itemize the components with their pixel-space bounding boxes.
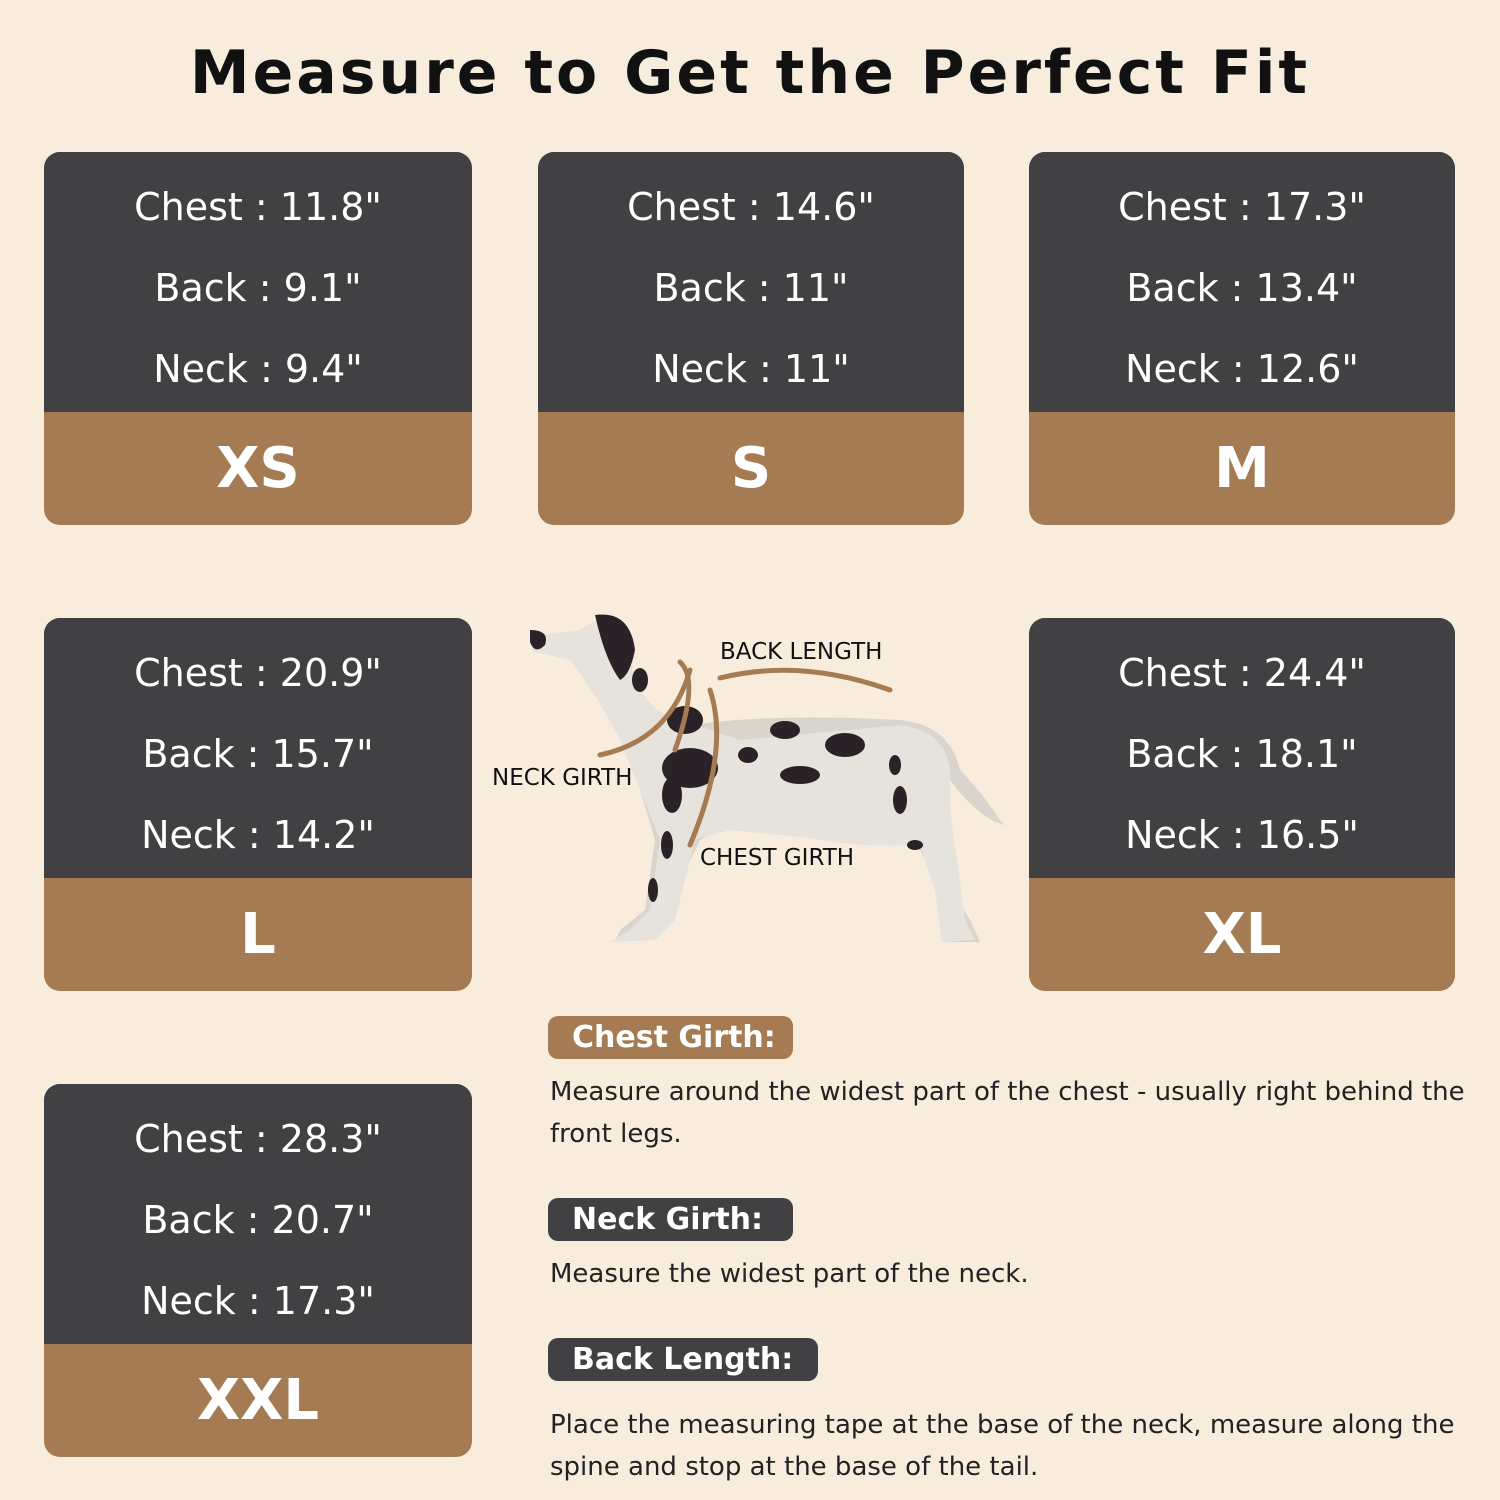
chest-value: Chest : 24.4" [1118, 651, 1366, 695]
chest-value: Chest : 11.8" [134, 185, 382, 229]
size-label: XXL [196, 1368, 320, 1433]
chest-value: Chest : 28.3" [134, 1117, 382, 1161]
size-label: S [730, 436, 772, 501]
measurements-panel [538, 152, 964, 412]
size-label: M [1214, 436, 1270, 501]
chest-value: Chest : 17.3" [1118, 185, 1366, 229]
size-label: XS [216, 436, 300, 501]
neck-value: Neck : 11" [652, 347, 850, 391]
back-value: Back : 18.1" [1126, 732, 1358, 776]
back-length-label: BACK LENGTH [720, 639, 883, 665]
chest-value: Chest : 20.9" [134, 651, 382, 695]
neck-girth-label: NECK GIRTH [492, 765, 633, 791]
neck-value: Neck : 9.4" [153, 347, 363, 391]
size-card-s: Chest : 14.6" Back : 11" Neck : 11" S [538, 152, 964, 525]
measurements-panel [1029, 618, 1455, 878]
measurements-panel [44, 1084, 472, 1344]
size-card-l: Chest : 20.9" Back : 15.7" Neck : 14.2" … [44, 618, 472, 991]
neck-girth-badge: Neck Girth: [548, 1198, 793, 1241]
size-card-xs: Chest : 11.8" Back : 9.1" Neck : 9.4" XS [44, 152, 472, 525]
page-title: Measure to Get the Perfect Fit [189, 38, 1311, 108]
back-value: Back : 13.4" [1126, 266, 1358, 310]
back-value: Back : 20.7" [142, 1198, 374, 1242]
neck-value: Neck : 14.2" [141, 813, 375, 857]
back-value: Back : 9.1" [154, 266, 362, 310]
neck-value: Neck : 17.3" [141, 1279, 375, 1323]
measurements-panel [1029, 152, 1455, 412]
size-label: XL [1202, 902, 1282, 967]
chest-girth-badge: Chest Girth: [548, 1016, 793, 1059]
size-label: L [240, 902, 276, 967]
measurements-panel [44, 152, 472, 412]
size-card-m: Chest : 17.3" Back : 13.4" Neck : 12.6" … [1029, 152, 1455, 525]
neck-girth-description: Measure the widest part of the neck. [550, 1259, 1029, 1289]
back-length-badge: Back Length: [548, 1338, 818, 1381]
chest-girth-label: CHEST GIRTH [700, 845, 855, 871]
chest-girth-description: Measure around the widest part of the ch… [550, 1077, 1465, 1149]
back-value: Back : 15.7" [142, 732, 374, 776]
dalmatian-illustration [530, 614, 1005, 942]
neck-value: Neck : 12.6" [1125, 347, 1359, 391]
size-card-xl: Chest : 24.4" Back : 18.1" Neck : 16.5" … [1029, 618, 1455, 991]
chest-value: Chest : 14.6" [627, 185, 875, 229]
measurements-panel [44, 618, 472, 878]
back-length-description: Place the measuring tape at the base of … [550, 1410, 1455, 1482]
back-value: Back : 11" [653, 266, 849, 310]
size-card-xxl: Chest : 28.3" Back : 20.7" Neck : 17.3" … [44, 1084, 472, 1457]
neck-value: Neck : 16.5" [1125, 813, 1359, 857]
